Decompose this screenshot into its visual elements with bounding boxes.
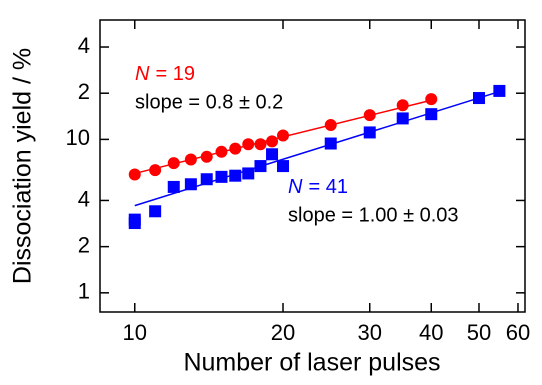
- point: [167, 157, 180, 170]
- point: [128, 168, 141, 181]
- point: [324, 137, 337, 150]
- point: [493, 84, 506, 97]
- point: [167, 180, 180, 193]
- plot-frame: [99, 19, 526, 313]
- annotation-n: N = 19: [135, 63, 195, 85]
- point: [266, 135, 279, 148]
- point: [229, 169, 242, 182]
- annotation-var: N: [288, 176, 303, 198]
- x-tick-label: 50: [467, 320, 491, 345]
- x-tick-label: 30: [357, 320, 381, 345]
- point: [229, 142, 242, 155]
- point: [277, 129, 290, 142]
- y-tick-label: 4: [78, 186, 90, 211]
- y-axis-label: Dissociation yield / %: [9, 48, 37, 284]
- point: [425, 108, 438, 121]
- point: [128, 217, 141, 230]
- point: [149, 164, 162, 177]
- point: [242, 138, 255, 151]
- point: [200, 173, 213, 186]
- annotation-eq: = 19: [155, 63, 194, 85]
- point: [363, 126, 376, 139]
- point: [215, 170, 228, 183]
- annotation-n: N = 41: [288, 176, 348, 198]
- x-tick-label: 10: [123, 320, 147, 345]
- point: [425, 93, 438, 106]
- x-tick-label: 60: [506, 320, 530, 345]
- y-tick-label: 2: [78, 232, 90, 257]
- point: [242, 167, 255, 180]
- point: [396, 99, 409, 112]
- point: [363, 109, 376, 122]
- annotation-slope: slope = 0.8 ± 0.2: [135, 91, 283, 113]
- annotation-slope: slope = 1.00 ± 0.03: [288, 204, 459, 226]
- y-tick-label: 4: [78, 33, 90, 58]
- point: [184, 178, 197, 191]
- point: [472, 92, 485, 105]
- point: [266, 148, 279, 161]
- annotation-var: N: [135, 63, 150, 85]
- point: [149, 205, 162, 218]
- point: [184, 153, 197, 166]
- point: [277, 160, 290, 173]
- point: [254, 160, 267, 173]
- point: [324, 119, 337, 132]
- point: [200, 150, 213, 163]
- annotation-eq: = 41: [308, 176, 347, 198]
- point: [215, 145, 228, 158]
- x-tick-label: 40: [419, 320, 443, 345]
- x-axis-label: Number of laser pulses: [183, 349, 440, 377]
- y-tick-label: 1: [78, 279, 90, 304]
- point: [254, 138, 267, 151]
- y-tick-label: 10: [66, 125, 90, 150]
- point: [396, 112, 409, 125]
- x-tick-label: 20: [271, 320, 295, 345]
- y-tick-label: 2: [78, 79, 90, 104]
